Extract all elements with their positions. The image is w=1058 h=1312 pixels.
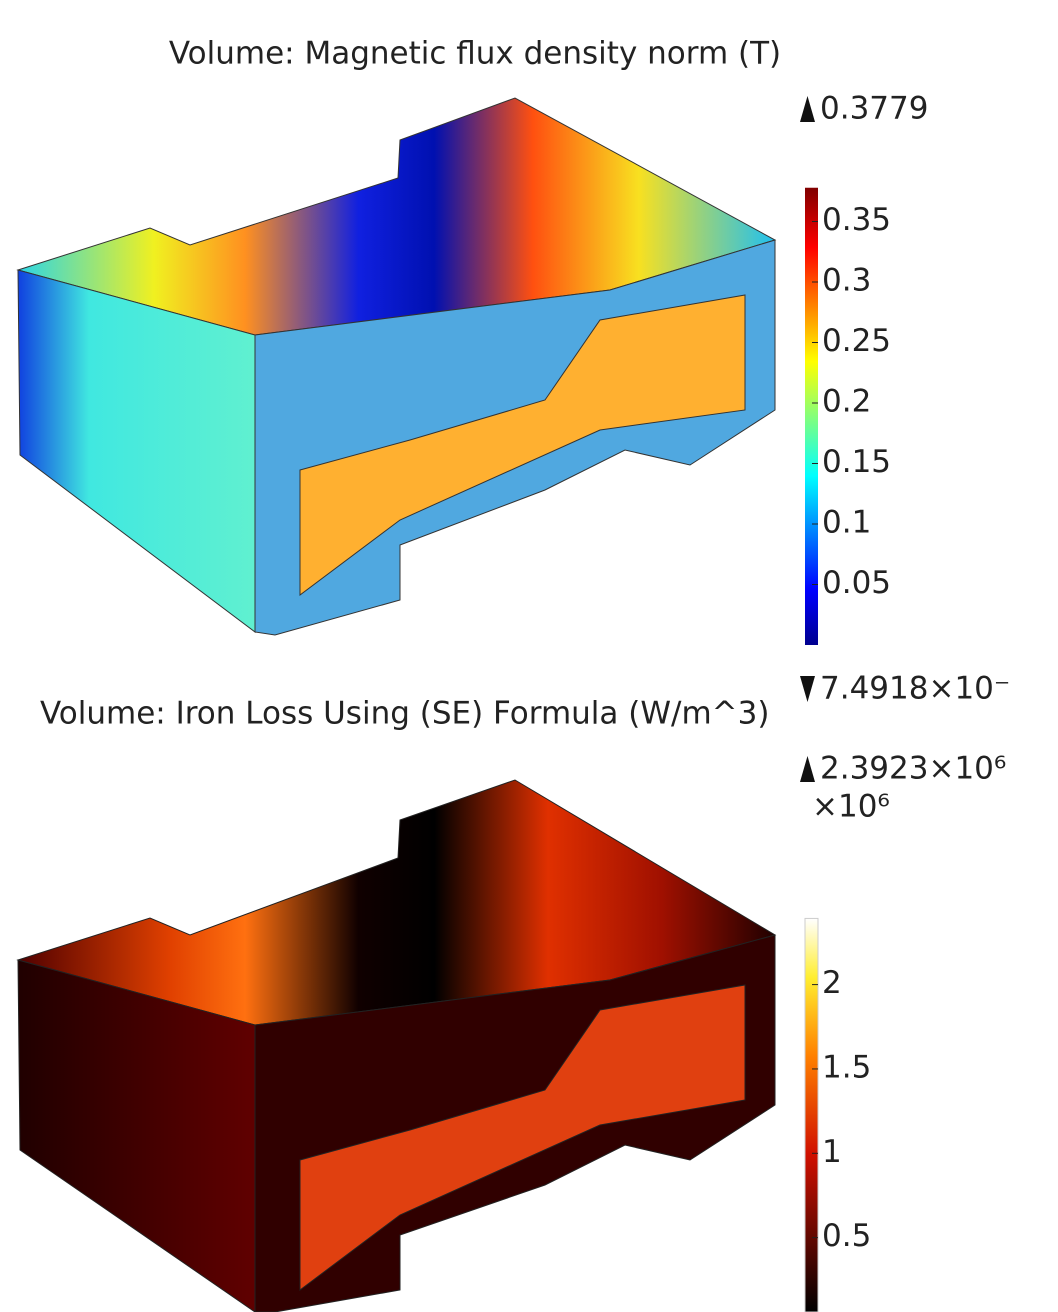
flux-geometry [18,98,775,635]
colorbar-tick-label: 1.5 [822,1049,871,1085]
colorbar-tick-label: 1 [822,1134,842,1170]
colorbar [805,188,818,645]
colorbar-tick-label: 0.25 [822,323,891,359]
max-marker [800,96,815,122]
colorbar-tick-label: 0.35 [822,202,891,238]
max-label: 2.3923×10⁶ [820,751,1006,787]
colorbar-tick-label: 2 [822,965,842,1001]
colorbar-tick-label: 0.1 [822,505,871,541]
plot-title: Volume: Iron Loss Using (SE) Formula (W/… [40,696,769,732]
colorbar-tick-label: 0.05 [822,565,891,601]
colorbar-tick-label: 0.3 [822,263,871,299]
max-marker [800,756,815,782]
page: Volume: Magnetic flux density norm (T) V… [0,0,1058,1312]
colorbar-tick-label: 0.2 [822,384,871,420]
multiplier: ×10⁶ [812,789,890,825]
min-marker [800,676,815,702]
colorbar-tick-label: 0.5 [822,1218,871,1254]
min-label: 7.4918×10⁻ [820,671,1010,707]
max-label: 0.3779 [820,91,928,127]
colorbar-tick-label: 0.15 [822,444,891,480]
plot-title: Volume: Magnetic flux density norm (T) [169,36,781,72]
screen: Volume: Magnetic flux density norm (T) V… [0,0,1058,1312]
colorbar [805,918,818,1312]
loss-geometry [18,780,775,1312]
